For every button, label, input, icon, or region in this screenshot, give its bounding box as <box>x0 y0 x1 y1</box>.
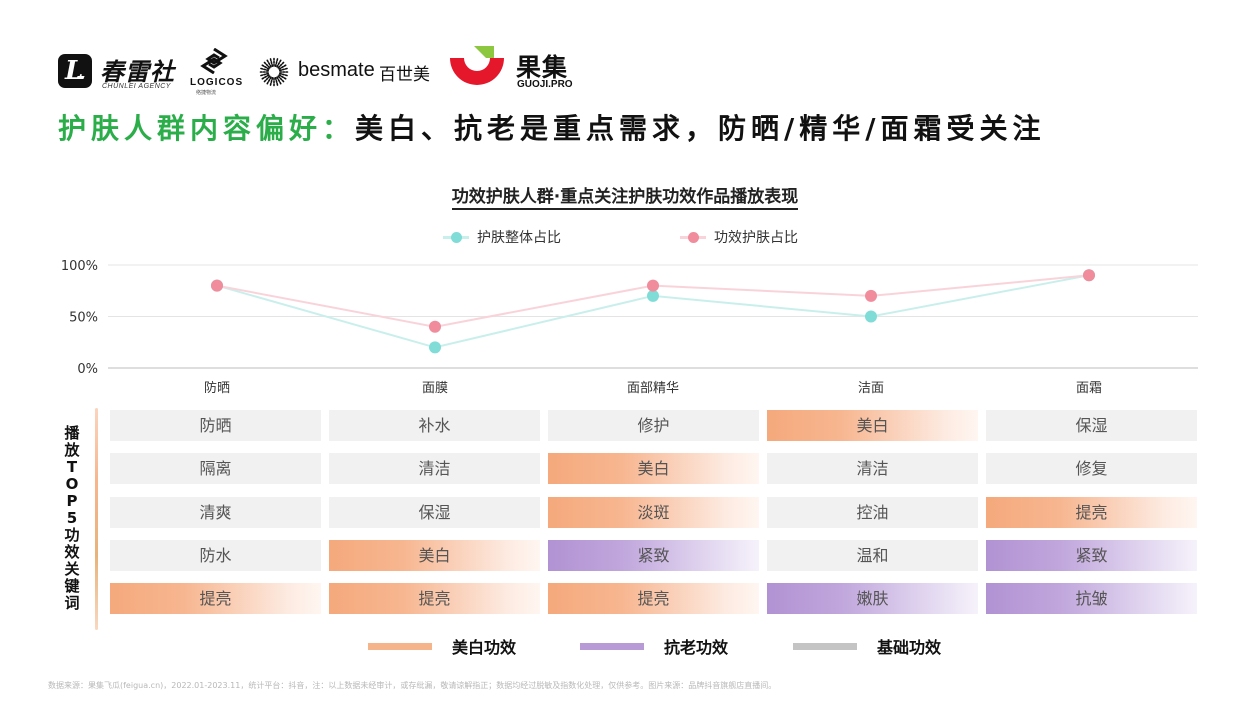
keyword-cell-whitening: 提亮 <box>110 583 321 614</box>
legend-item-series-1: 功效护肤占比 <box>680 227 798 247</box>
besmate-logo-name: besmate <box>298 59 375 81</box>
keyword-cell-basic: 清洁 <box>767 453 978 484</box>
keyword-cell-whitening: 淡斑 <box>548 497 759 528</box>
legend-item-series-0: 护肤整体占比 <box>443 227 561 247</box>
keyword-side-label-text: 播放TOP5功效关键词 <box>64 424 80 612</box>
keyword-cell-basic: 修护 <box>548 410 759 441</box>
x-tick-label-1: 面膜 <box>422 381 448 396</box>
y-tick-label-2: 100% <box>61 259 98 274</box>
legend-swatch-antiaging <box>580 642 644 650</box>
data-point-s1-0 <box>211 279 223 292</box>
keyword-cell-basic: 清爽 <box>110 497 321 528</box>
besmate-logo-cn: 百世美 <box>379 65 430 85</box>
keyword-cell-basic: 补水 <box>329 410 540 441</box>
keyword-cell-basic: 温和 <box>767 540 978 571</box>
guoji-logo-sub: GUOJI.PRO <box>517 79 573 90</box>
keyword-cell-antiaging: 紧致 <box>986 540 1197 571</box>
legend-swatch-basic <box>793 642 857 650</box>
guoji-logo-icon <box>450 46 504 85</box>
guoji-logo-name: 果集 <box>516 53 569 82</box>
logicos-logo-sub: 络捷物流 <box>196 90 217 96</box>
x-tick-label-4: 面霜 <box>1076 381 1102 396</box>
data-point-s1-4 <box>1083 269 1095 282</box>
keyword-cell-basic: 清洁 <box>329 453 540 484</box>
keyword-cell-whitening: 提亮 <box>548 583 759 614</box>
headline-rest: 美白、抗老是重点需求，防晒/精华/面霜受关注 <box>355 112 1046 145</box>
keyword-cell-whitening: 提亮 <box>329 583 540 614</box>
legend-swatch-whitening <box>368 642 432 650</box>
legend-label-series-1: 功效护肤占比 <box>714 230 798 246</box>
y-tick-label-0: 0% <box>77 362 98 377</box>
chart-title: 功效护肤人群·重点关注护肤功效作品播放表现 <box>0 182 1250 210</box>
chunlei-logo-name: 春雷社 <box>100 57 175 86</box>
keyword-cell-basic: 隔离 <box>110 453 321 484</box>
legend-label-antiaging: 抗老功效 <box>664 638 729 657</box>
legend-marker-series-0 <box>443 231 469 243</box>
x-tick-label-0: 防晒 <box>204 380 230 396</box>
keyword-side-label: 播放TOP5功效关键词 <box>60 425 84 612</box>
keyword-cell-antiaging: 嫩肤 <box>767 583 978 614</box>
keyword-cell-basic: 控油 <box>767 497 978 528</box>
keyword-cell-basic: 防水 <box>110 540 321 571</box>
legend-item-whitening: 美白功效 <box>368 634 516 658</box>
keyword-cell-basic: 修复 <box>986 453 1197 484</box>
keyword-side-bar <box>95 408 98 630</box>
legend-label-whitening: 美白功效 <box>452 638 517 657</box>
x-tick-label-2: 面部精华 <box>627 381 679 396</box>
keyword-cell-antiaging: 紧致 <box>548 540 759 571</box>
logicos-logo-name: LOGICOS <box>190 77 244 88</box>
besmate-logo-icon <box>259 57 289 87</box>
legend-item-basic: 基础功效 <box>793 634 941 658</box>
legend-item-antiaging: 抗老功效 <box>580 634 728 658</box>
legend-label-series-0: 护肤整体占比 <box>477 230 561 246</box>
logo-row: L 春雷社 CHUNLEI AGENCY LOGICOS 络捷物流 besmat… <box>58 44 618 96</box>
data-point-s1-1 <box>429 320 441 333</box>
keyword-cell-whitening: 提亮 <box>986 497 1197 528</box>
footnote: 数据来源：果集飞瓜(feigua.cn)，2022.01-2023.11，统计平… <box>48 681 777 690</box>
keyword-cell-basic: 保湿 <box>329 497 540 528</box>
chart-legend: 护肤整体占比 功效护肤占比 <box>0 227 1250 247</box>
headline-lead: 护肤人群内容偏好： <box>58 112 356 145</box>
data-point-s0-1 <box>429 341 441 354</box>
data-point-s0-3 <box>865 310 877 323</box>
page-headline: 护肤人群内容偏好：美白、抗老是重点需求，防晒/精华/面霜受关注 <box>58 107 1045 147</box>
keyword-cell-antiaging: 抗皱 <box>986 583 1197 614</box>
data-point-s0-2 <box>647 289 659 302</box>
keyword-cell-whitening: 美白 <box>767 410 978 441</box>
chunlei-logo-icon: L <box>58 54 92 88</box>
chunlei-logo-sub: CHUNLEI AGENCY <box>102 83 171 90</box>
keyword-cell-whitening: 美白 <box>329 540 540 571</box>
data-point-s1-2 <box>647 279 659 292</box>
x-tick-label-3: 洁面 <box>858 381 884 396</box>
legend-marker-series-1 <box>680 231 706 243</box>
legend-label-basic: 基础功效 <box>877 638 942 657</box>
data-point-s1-3 <box>865 289 877 302</box>
y-tick-label-1: 50% <box>69 311 98 326</box>
keyword-cell-basic: 防晒 <box>110 410 321 441</box>
keyword-cell-whitening: 美白 <box>548 453 759 484</box>
keyword-legend: 美白功效 抗老功效 基础功效 <box>0 634 1250 658</box>
keyword-cell-basic: 保湿 <box>986 410 1197 441</box>
logicos-logo-icon <box>200 48 228 74</box>
line-chart: 0% 50% 100% 防晒 面膜 面部精华 洁面 面霜 <box>61 259 1198 396</box>
chart-title-text: 功效护肤人群·重点关注护肤功效作品播放表现 <box>451 187 799 210</box>
